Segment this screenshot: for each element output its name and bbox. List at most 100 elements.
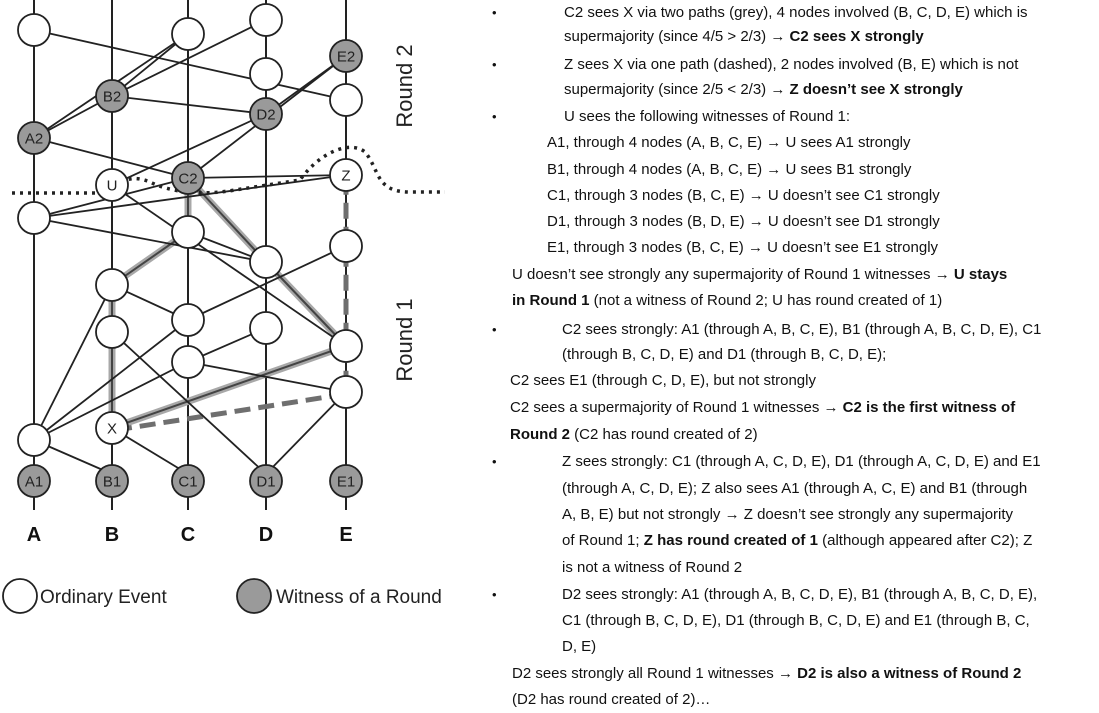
- note-bold: Z has round created of 1: [643, 532, 818, 549]
- edge: [111, 113, 267, 186]
- bullet: •: [492, 587, 497, 602]
- bullet: •: [492, 454, 497, 469]
- label-a2: A2: [25, 131, 43, 148]
- note-bold: U stays: [953, 266, 1008, 283]
- note-bold: D2 is also a witness of Round 2: [797, 665, 1022, 682]
- column-label-a: A: [27, 524, 41, 546]
- label-u: U: [107, 178, 118, 195]
- note-bold: C2 sees X strongly: [789, 28, 924, 45]
- witness-events: [17, 39, 363, 498]
- edge: [187, 245, 347, 321]
- note-text: (C2 has round created of 2): [570, 426, 758, 443]
- edge: [265, 391, 347, 475]
- ordinary-event: [171, 303, 205, 337]
- ordinary-event: [171, 17, 205, 51]
- column-lines: [33, 0, 347, 510]
- note-line: Z sees X via one path (dashed), 2 nodes …: [564, 56, 1019, 73]
- note-line: B1, through 4 nodes (A, B, C, E) → U see…: [547, 161, 912, 178]
- ordinary-event: [95, 315, 129, 349]
- grey-path-right-core: [111, 177, 348, 429]
- note-text: of Round 1;: [562, 532, 644, 549]
- note-line: U sees the following witnesses of Round …: [564, 108, 850, 125]
- note-line: U doesn’t see strongly any supermajority…: [512, 262, 1007, 288]
- edge: [111, 184, 347, 347]
- event-x: [95, 411, 129, 445]
- note-line: C1, through 3 nodes (B, C, E) → U doesn’…: [547, 187, 940, 204]
- edge: [33, 174, 347, 219]
- explanation-text: • C2 sees X via two paths (grey), 4 node…: [472, 0, 1094, 712]
- witness-c1: [171, 464, 205, 498]
- note-line: C2 sees strongly: A1 (through A, B, C, E…: [562, 321, 1042, 338]
- label-c2: C2: [178, 171, 197, 188]
- edge: [111, 331, 267, 475]
- label-b2: B2: [103, 89, 121, 106]
- witness-e1: [329, 464, 363, 498]
- witness-a1: [17, 464, 51, 498]
- label-e2: E2: [337, 49, 355, 66]
- edge: [33, 284, 113, 441]
- witness-c2: [171, 161, 205, 195]
- label-x: X: [107, 421, 117, 438]
- note-text: supermajority (since 4/5 > 2/3) →: [564, 28, 790, 45]
- note-bold: Round 2: [510, 426, 570, 443]
- note-bold: in Round 1: [512, 292, 590, 309]
- ordinary-event: [17, 13, 51, 47]
- note-bold: Z doesn’t see X strongly: [789, 81, 963, 98]
- ordinary-event: [17, 423, 51, 457]
- legend-ordinary-icon: [2, 578, 38, 614]
- note-line: Round 2 (C2 has round created of 2): [510, 422, 758, 448]
- note-line: D, E): [562, 638, 597, 655]
- edge: [33, 319, 189, 441]
- ordinary-event: [329, 375, 363, 409]
- column-label-b: B: [105, 524, 119, 546]
- note-line: A1, through 4 nodes (A, B, C, E) → U see…: [547, 134, 911, 151]
- ordinary-event: [329, 329, 363, 363]
- edge: [187, 361, 347, 393]
- witness-d1: [249, 464, 283, 498]
- note-line: E1, through 3 nodes (B, C, E) → U doesn’…: [547, 239, 939, 256]
- ordinary-event: [249, 3, 283, 37]
- ordinary-event: [249, 245, 283, 279]
- note-line: is not a witness of Round 2: [562, 559, 743, 576]
- note-line: in Round 1 (not a witness of Round 2; U …: [512, 288, 942, 314]
- note-text: U doesn’t see strongly any supermajority…: [512, 266, 954, 283]
- note-bold: C2 is the first witness of: [842, 399, 1016, 416]
- note-line: C1 (through B, C, D, E), D1 (through B, …: [562, 612, 1030, 629]
- ordinary-event: [249, 311, 283, 345]
- note-line: A, B, E) but not strongly → Z doesn’t se…: [562, 506, 1014, 523]
- column-label-e: E: [339, 524, 352, 546]
- edge: [187, 174, 347, 179]
- bullet: •: [492, 57, 497, 72]
- bullet: •: [492, 322, 497, 337]
- round-2-label: Round 2: [392, 44, 417, 127]
- note-line: (through A, C, D, E); Z also sees A1 (th…: [562, 480, 1028, 497]
- note-line: Z sees strongly: C1 (through A, C, D, E)…: [562, 453, 1041, 470]
- note-line: D1, through 3 nodes (B, D, E) → U doesn’…: [547, 213, 940, 230]
- legend-witness-label: Witness of a Round: [276, 587, 442, 608]
- labeled-ordinary-events: [95, 158, 363, 445]
- edge: [111, 95, 267, 115]
- ordinary-event: [17, 201, 51, 235]
- grey-path-right: [110, 175, 350, 432]
- edge: [33, 217, 267, 263]
- grey-paths: [108, 175, 350, 432]
- note-line: D2 sees strongly all Round 1 witnesses →…: [512, 661, 1021, 687]
- hashgraph-diagram: A1 B1 C1 D1 E1 A2 B2 C2 D2 E2 X U Z A B …: [2, 0, 445, 614]
- note-line: C2 sees a supermajority of Round 1 witne…: [510, 395, 1015, 421]
- witness-b2: [95, 79, 129, 113]
- label-e1: E1: [337, 474, 355, 491]
- label-b1: B1: [103, 474, 121, 491]
- ordinary-event: [329, 83, 363, 117]
- note-text: C2 sees a supermajority of Round 1 witne…: [510, 399, 843, 416]
- ordinary-event: [249, 57, 283, 91]
- note-text: supermajority (since 2/5 < 2/3) →: [564, 81, 790, 98]
- ordinary-event: [329, 229, 363, 263]
- witness-e2: [329, 39, 363, 73]
- bullet: •: [492, 109, 497, 124]
- note-line: D2 sees strongly: A1 (through A, B, C, D…: [562, 586, 1038, 603]
- note-line: of Round 1; Z has round created of 1 (al…: [562, 528, 1032, 554]
- note-text: D2 sees strongly all Round 1 witnesses →: [512, 665, 798, 682]
- note-line: C2 sees E1 (through C, D, E), but not st…: [510, 372, 816, 389]
- ordinary-event: [171, 345, 205, 379]
- event-z: [329, 158, 363, 192]
